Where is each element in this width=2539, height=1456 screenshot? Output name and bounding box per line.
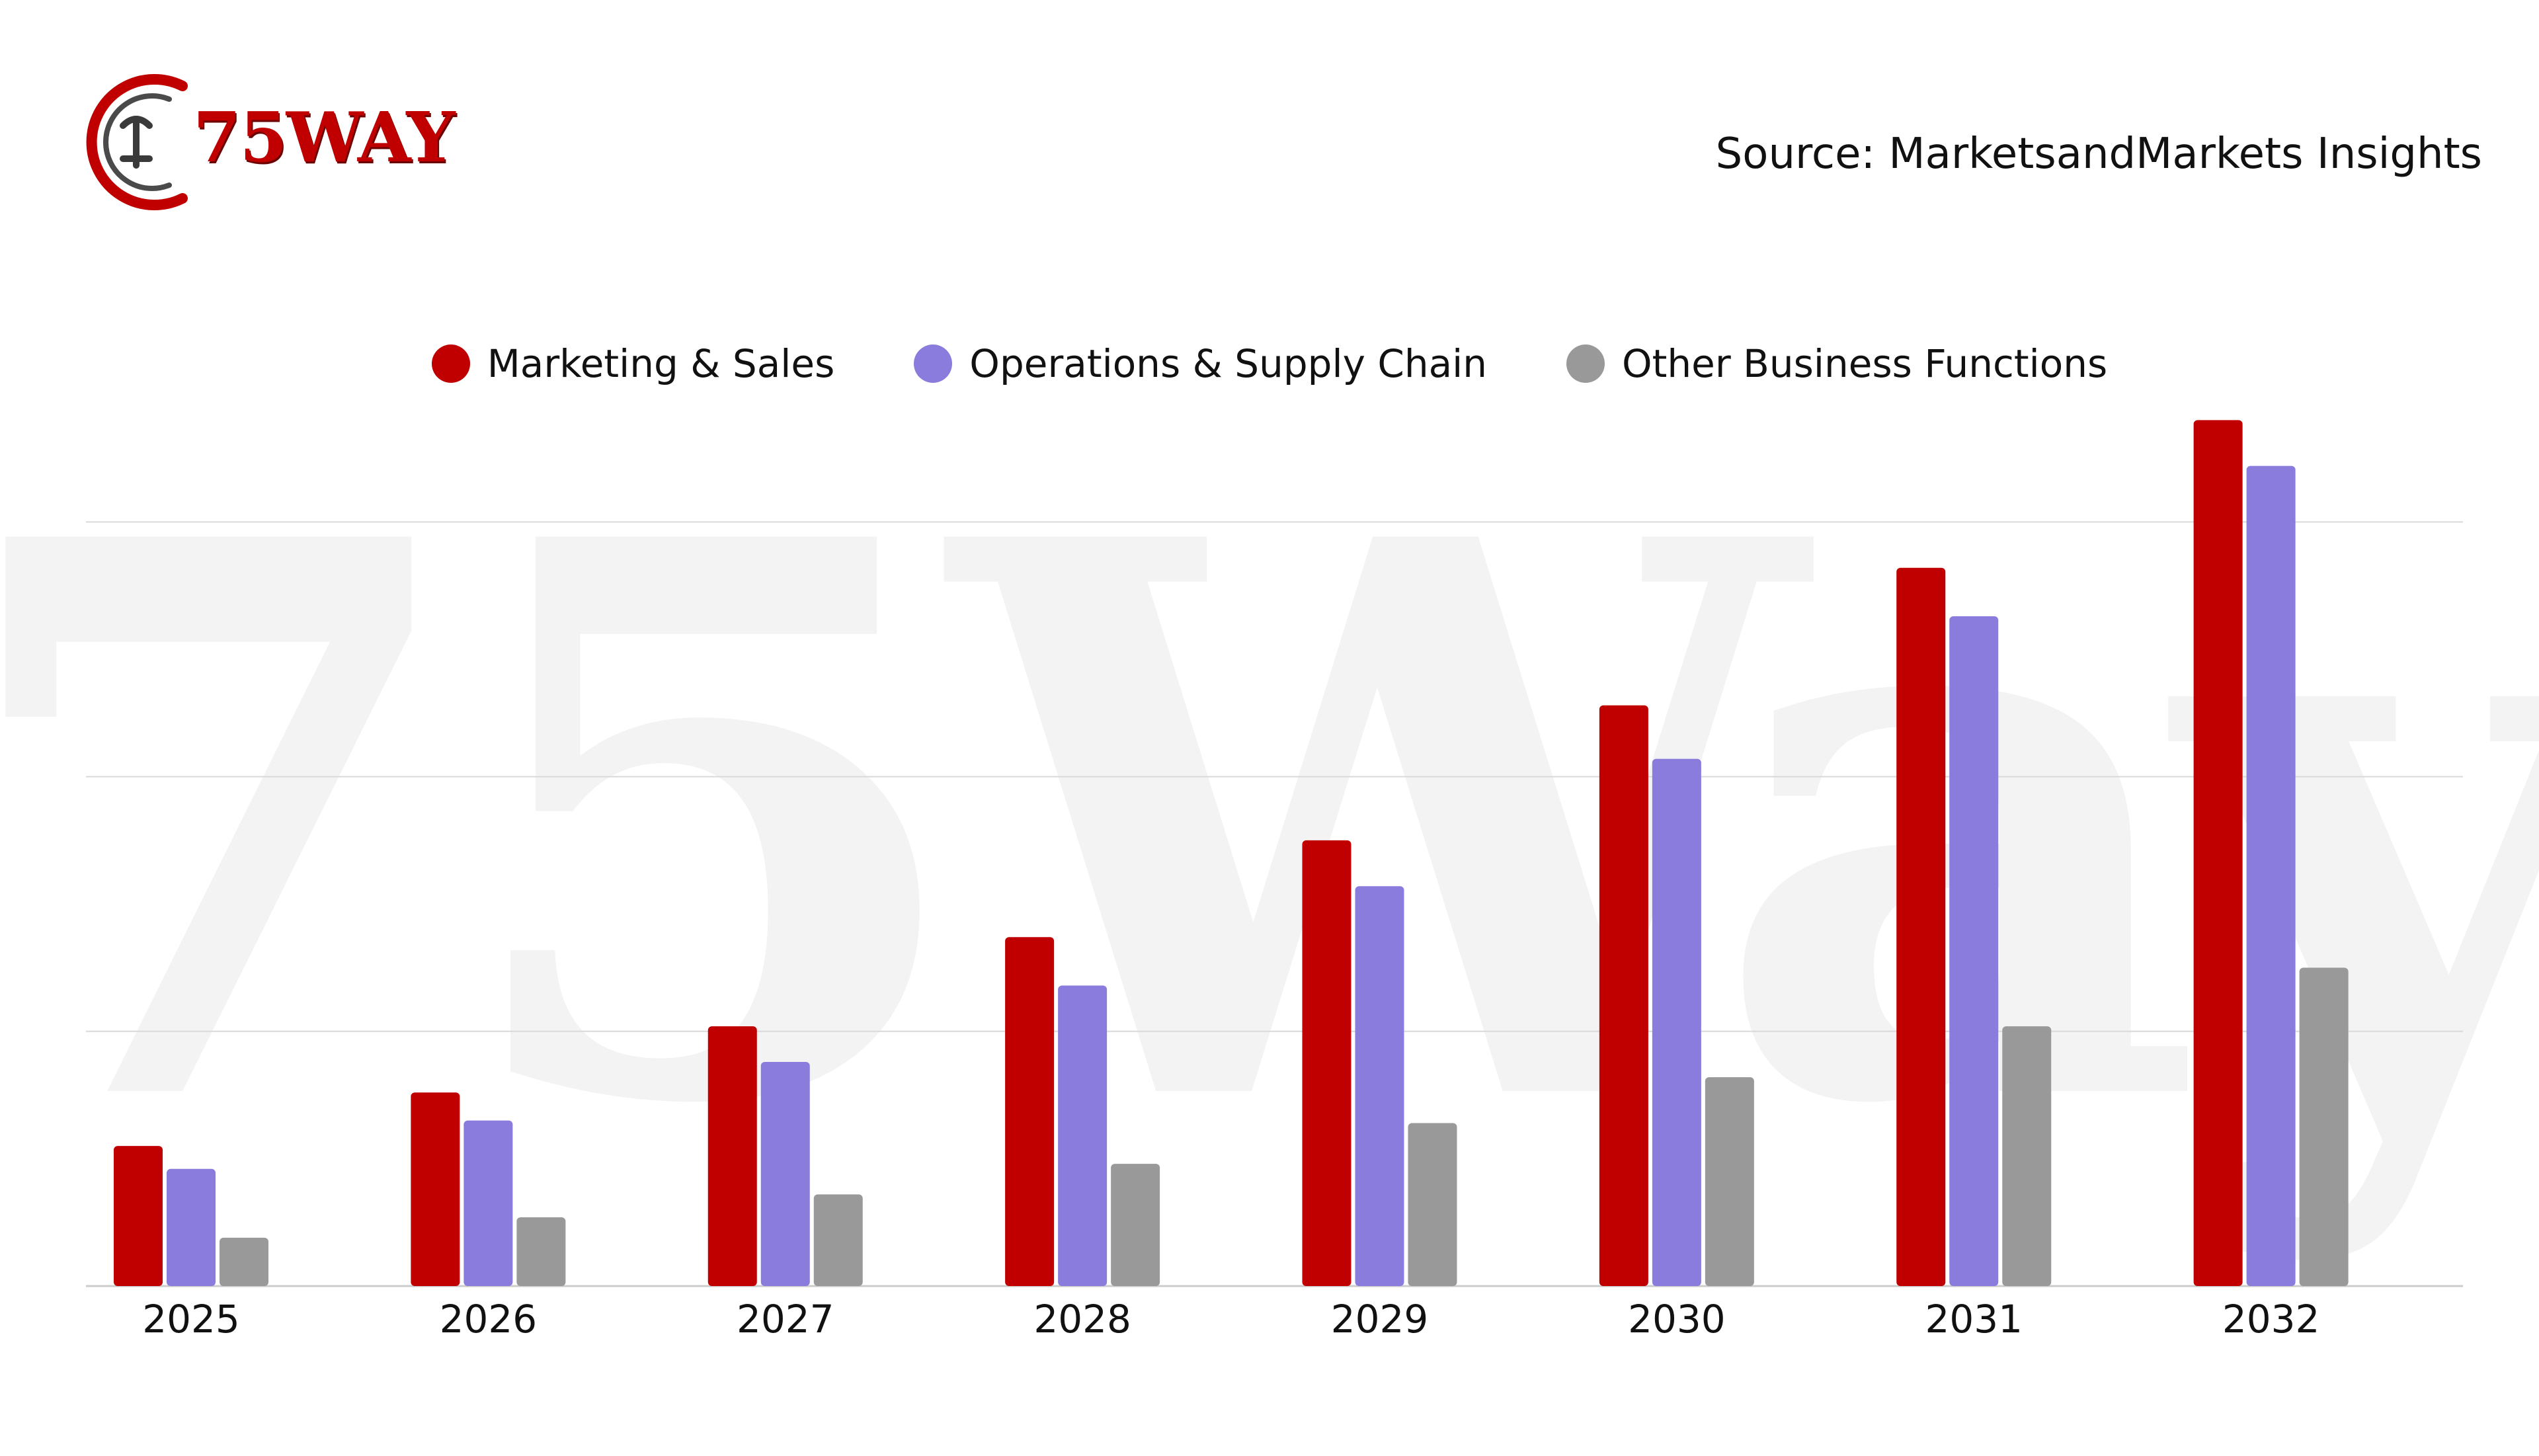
bar-operations-supply-chain-2025 <box>167 1168 216 1286</box>
x-tick-label: 2027 <box>737 1297 834 1342</box>
source-label: Source: MarketsandMarkets Insights <box>1715 130 2482 179</box>
bar-other-business-functions-2032 <box>2299 967 2349 1286</box>
bar-operations-supply-chain-2029 <box>1355 886 1404 1286</box>
bar-marketing-sales-2031 <box>1896 567 1946 1286</box>
legend-dot-icon <box>1566 344 1605 383</box>
watermark-text: 75Way <box>0 378 2539 1271</box>
legend-item-operations-supply-chain: Operations & Supply Chain <box>914 341 1487 386</box>
bar-operations-supply-chain-2032 <box>2246 465 2296 1287</box>
bar-marketing-sales-2032 <box>2193 420 2243 1286</box>
x-tick-label: 2030 <box>1628 1297 1726 1342</box>
bar-other-business-functions-2031 <box>2002 1026 2052 1286</box>
legend-dot-icon <box>431 344 470 383</box>
x-tick-label: 2029 <box>1331 1297 1429 1342</box>
bar-other-business-functions-2030 <box>1705 1077 1754 1286</box>
legend-label: Operations & Supply Chain <box>969 341 1488 386</box>
x-tick-label: 2026 <box>440 1297 538 1342</box>
legend-label: Other Business Functions <box>1622 341 2108 386</box>
bar-operations-supply-chain-2026 <box>463 1120 513 1286</box>
logo-swirl-icon <box>86 74 188 210</box>
x-tick-label: 2028 <box>1033 1297 1131 1342</box>
x-tick-label: 2031 <box>1925 1297 2023 1342</box>
bar-marketing-sales-2028 <box>1005 937 1055 1286</box>
bar-other-business-functions-2025 <box>220 1237 268 1286</box>
bar-operations-supply-chain-2030 <box>1652 758 1701 1286</box>
bar-other-business-functions-2026 <box>516 1217 566 1286</box>
bar-marketing-sales-2026 <box>411 1092 460 1286</box>
x-tick-label: 2032 <box>2222 1297 2320 1342</box>
legend-label: Marketing & Sales <box>487 341 835 386</box>
bar-marketing-sales-2030 <box>1599 705 1648 1286</box>
chart-legend: Marketing & Sales Operations & Supply Ch… <box>0 337 2539 390</box>
bar-other-business-functions-2027 <box>813 1194 863 1286</box>
bar-marketing-sales-2025 <box>114 1146 163 1286</box>
bar-operations-supply-chain-2028 <box>1058 985 1108 1286</box>
bar-marketing-sales-2029 <box>1302 840 1351 1286</box>
bar-operations-supply-chain-2027 <box>760 1062 810 1286</box>
legend-dot-icon <box>914 344 953 383</box>
bar-other-business-functions-2029 <box>1408 1123 1457 1286</box>
brand-logo: 75WAY <box>70 73 480 212</box>
logo-text: 75WAY <box>193 97 456 178</box>
bar-other-business-functions-2028 <box>1111 1164 1160 1286</box>
legend-item-marketing-sales: Marketing & Sales <box>431 341 835 386</box>
legend-item-other-business-functions: Other Business Functions <box>1566 341 2107 386</box>
bar-operations-supply-chain-2031 <box>1949 616 1999 1286</box>
x-tick-label: 2025 <box>142 1297 240 1342</box>
bar-marketing-sales-2027 <box>707 1026 757 1286</box>
